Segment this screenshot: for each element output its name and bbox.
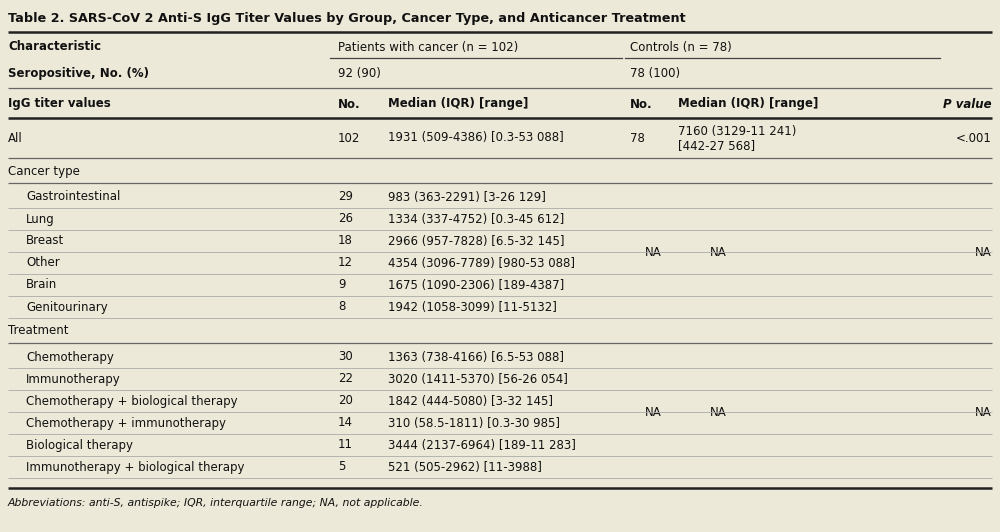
Text: 8: 8 — [338, 301, 345, 313]
Text: Immunotherapy: Immunotherapy — [26, 372, 121, 386]
Text: 11: 11 — [338, 438, 353, 452]
Text: Treatment: Treatment — [8, 325, 68, 337]
Text: Lung: Lung — [26, 212, 55, 226]
Text: 1675 (1090-2306) [189-4387]: 1675 (1090-2306) [189-4387] — [388, 278, 564, 292]
Text: 3020 (1411-5370) [56-26 054]: 3020 (1411-5370) [56-26 054] — [388, 372, 568, 386]
Text: NA: NA — [975, 245, 992, 259]
Text: 102: 102 — [338, 131, 360, 145]
Text: Chemotherapy: Chemotherapy — [26, 351, 114, 363]
Text: 26: 26 — [338, 212, 353, 226]
Text: Breast: Breast — [26, 235, 64, 247]
Text: 30: 30 — [338, 351, 353, 363]
Text: Patients with cancer (n = 102): Patients with cancer (n = 102) — [338, 40, 518, 54]
Text: 3444 (2137-6964) [189-11 283]: 3444 (2137-6964) [189-11 283] — [388, 438, 576, 452]
Text: Gastrointestinal: Gastrointestinal — [26, 190, 120, 204]
Text: 12: 12 — [338, 256, 353, 270]
Text: All: All — [8, 131, 23, 145]
Text: Characteristic: Characteristic — [8, 40, 101, 54]
Text: 20: 20 — [338, 395, 353, 408]
Text: Immunotherapy + biological therapy: Immunotherapy + biological therapy — [26, 461, 244, 473]
Text: Cancer type: Cancer type — [8, 164, 80, 178]
Text: 5: 5 — [338, 461, 345, 473]
Text: NA: NA — [645, 405, 662, 419]
Text: Median (IQR) [range]: Median (IQR) [range] — [388, 97, 528, 111]
Text: Median (IQR) [range]: Median (IQR) [range] — [678, 97, 818, 111]
Text: NA: NA — [645, 245, 662, 259]
Text: Chemotherapy + biological therapy: Chemotherapy + biological therapy — [26, 395, 238, 408]
Text: Brain: Brain — [26, 278, 57, 292]
Text: 310 (58.5-1811) [0.3-30 985]: 310 (58.5-1811) [0.3-30 985] — [388, 417, 560, 429]
Text: Table 2. SARS-CoV 2 Anti-S IgG Titer Values by Group, Cancer Type, and Anticance: Table 2. SARS-CoV 2 Anti-S IgG Titer Val… — [8, 12, 686, 25]
Text: 1334 (337-4752) [0.3-45 612]: 1334 (337-4752) [0.3-45 612] — [388, 212, 564, 226]
Text: 1363 (738-4166) [6.5-53 088]: 1363 (738-4166) [6.5-53 088] — [388, 351, 564, 363]
Text: 22: 22 — [338, 372, 353, 386]
Text: Other: Other — [26, 256, 60, 270]
Text: 18: 18 — [338, 235, 353, 247]
Text: 14: 14 — [338, 417, 353, 429]
Text: IgG titer values: IgG titer values — [8, 97, 111, 111]
Text: 983 (363-2291) [3-26 129]: 983 (363-2291) [3-26 129] — [388, 190, 546, 204]
Text: 521 (505-2962) [11-3988]: 521 (505-2962) [11-3988] — [388, 461, 542, 473]
Text: No.: No. — [338, 97, 361, 111]
Text: NA: NA — [710, 245, 727, 259]
Text: Chemotherapy + immunotherapy: Chemotherapy + immunotherapy — [26, 417, 226, 429]
Text: Controls (n = 78): Controls (n = 78) — [630, 40, 732, 54]
Text: 2966 (957-7828) [6.5-32 145]: 2966 (957-7828) [6.5-32 145] — [388, 235, 564, 247]
Text: P value: P value — [943, 97, 992, 111]
Text: [442-27 568]: [442-27 568] — [678, 139, 755, 153]
Text: Seropositive, No. (%): Seropositive, No. (%) — [8, 68, 149, 80]
Text: 7160 (3129-11 241): 7160 (3129-11 241) — [678, 126, 796, 138]
Text: 78 (100): 78 (100) — [630, 68, 680, 80]
Text: Biological therapy: Biological therapy — [26, 438, 133, 452]
Text: 9: 9 — [338, 278, 346, 292]
Text: 92 (90): 92 (90) — [338, 68, 381, 80]
Text: 1931 (509-4386) [0.3-53 088]: 1931 (509-4386) [0.3-53 088] — [388, 131, 564, 145]
Text: 4354 (3096-7789) [980-53 088]: 4354 (3096-7789) [980-53 088] — [388, 256, 575, 270]
Text: Abbreviations: anti-S, antispike; IQR, interquartile range; NA, not applicable.: Abbreviations: anti-S, antispike; IQR, i… — [8, 498, 424, 508]
Text: No.: No. — [630, 97, 653, 111]
Text: NA: NA — [710, 405, 727, 419]
Text: 78: 78 — [630, 131, 645, 145]
Text: <.001: <.001 — [956, 131, 992, 145]
Text: 1842 (444-5080) [3-32 145]: 1842 (444-5080) [3-32 145] — [388, 395, 553, 408]
Text: NA: NA — [975, 405, 992, 419]
Text: Genitourinary: Genitourinary — [26, 301, 108, 313]
Text: 1942 (1058-3099) [11-5132]: 1942 (1058-3099) [11-5132] — [388, 301, 557, 313]
Text: 29: 29 — [338, 190, 353, 204]
